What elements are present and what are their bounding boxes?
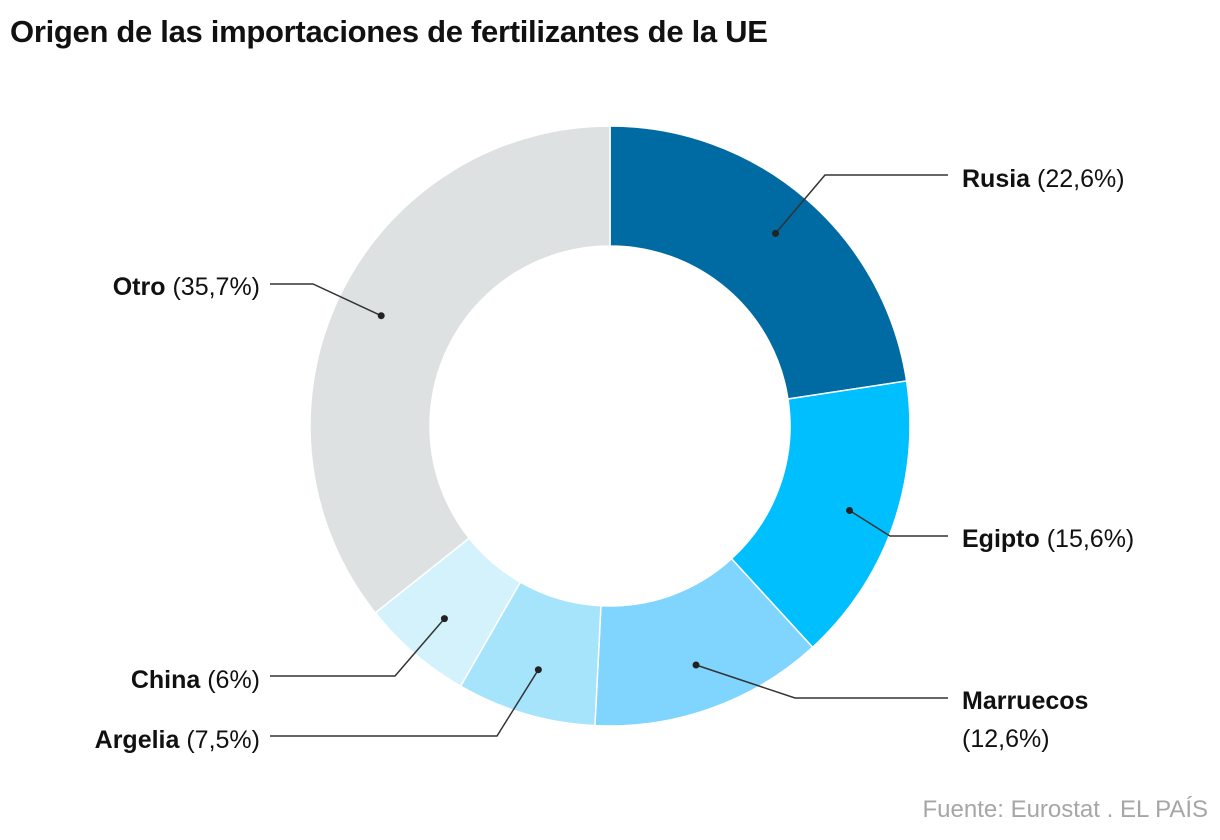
slice-label-name-argelia: Argelia — [95, 726, 181, 754]
slice-label-name-marruecos: Marruecos — [962, 687, 1088, 715]
leader-line-argelia — [270, 669, 540, 737]
leader-dot-china — [440, 615, 448, 623]
slice-label-marruecos: Marruecos (12,6%) — [962, 687, 1088, 753]
leader-line-marruecos — [695, 664, 948, 699]
leader-line-china — [270, 618, 446, 677]
leader-dot-argelia — [534, 666, 542, 674]
slice-label-name-china: China — [131, 666, 202, 694]
chart-title: Origen de las importaciones de fertiliza… — [10, 14, 768, 49]
slice-label-value-argelia: (7,5%) — [179, 726, 260, 754]
slice-label-egipto: Egipto (15,6%) — [962, 525, 1134, 553]
leader-lines — [270, 174, 948, 737]
slice-labels: Rusia (22,6%) Egipto (15,6%) Marruecos (12,… — [95, 165, 1135, 754]
slice-label-name-rusia: Rusia — [962, 165, 1031, 193]
slice-label-name-otro: Otro — [113, 273, 166, 301]
slice-otro — [309, 125, 611, 614]
slice-label-value-china: (6%) — [200, 666, 260, 694]
leader-dot-rusia — [772, 229, 780, 237]
slice-rusia — [609, 125, 908, 400]
slice-label-otro: Otro (35,7%) — [113, 273, 260, 301]
leader-dot-marruecos — [692, 661, 700, 669]
leader-line-rusia — [774, 174, 948, 234]
slice-label-rusia: Rusia (22,6%) — [962, 165, 1125, 193]
slice-label-name-egipto: Egipto — [962, 525, 1040, 553]
slice-label-china: China (6%) — [131, 666, 260, 694]
slice-label-argelia: Argelia (7,5%) — [95, 726, 260, 754]
source-note: Fuente: Eurostat . EL PAÍS — [922, 796, 1208, 823]
leader-line-egipto — [849, 509, 948, 537]
slice-label-value-rusia: (22,6%) — [1030, 165, 1124, 193]
slice-egipto — [730, 380, 911, 649]
leader-dot-otro — [377, 312, 385, 320]
leader-dot-egipto — [846, 507, 854, 515]
slice-label-value-marruecos: (12,6%) — [962, 725, 1050, 753]
slice-label-value-otro: (35,7%) — [166, 273, 260, 301]
slice-label-value-egipto: (15,6%) — [1040, 525, 1134, 553]
donut-slices — [309, 125, 911, 727]
leader-line-otro — [270, 283, 382, 317]
